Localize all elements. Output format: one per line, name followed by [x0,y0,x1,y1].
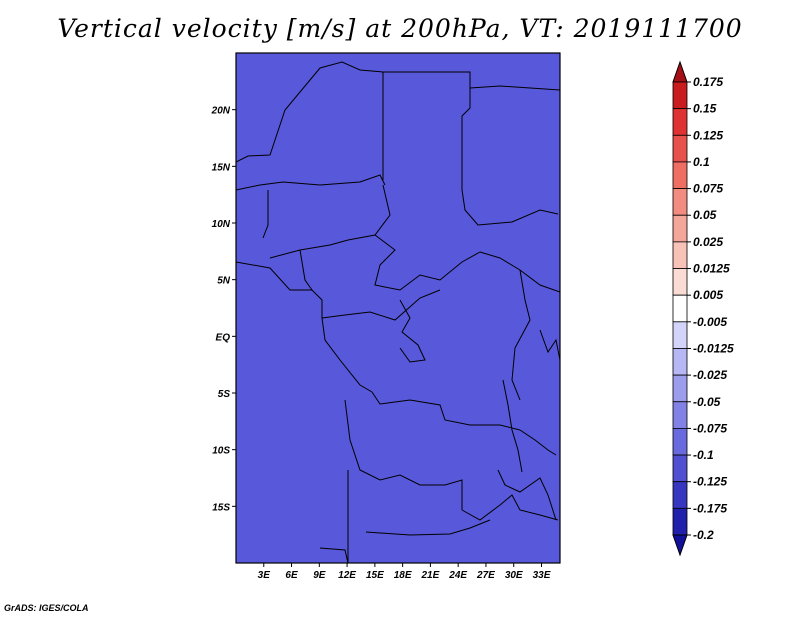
country-borders [236,61,560,563]
colorbar-bottom-arrow [672,534,688,557]
colorbar-label: -0.175 [693,501,727,515]
colorbar-segment [672,454,688,483]
colorbar-label: 0.175 [693,75,723,89]
colorbar-top-arrow [672,60,688,83]
lon-tick-label: 27E [476,570,495,581]
colorbar-label: -0.1 [693,448,714,462]
colorbar-label: 0.05 [693,208,717,222]
colorbar-segment [672,348,688,376]
colorbar-segment [672,268,688,296]
lon-axis: 3E 6E 9E 12E 15E 18E 21E 24E 27E 30E 33E [258,563,551,581]
lon-tick-label: 9E [313,570,326,581]
colorbar-label: 0.125 [693,128,723,142]
lat-tick-label: 10S [212,446,230,457]
colorbar-label: -0.075 [693,421,727,435]
lon-tick-label: 12E [338,570,356,581]
colorbar-label: -0.2 [693,528,714,542]
lat-tick-label: 5S [218,389,231,400]
lat-axis: 20N 15N 10N 5N EQ 5S 10S 15S [211,106,236,513]
colorbar-label: 0.025 [693,235,723,249]
colorbar-label: -0.025 [693,368,727,382]
colorbar-segment [672,507,688,536]
colorbar-segment [672,481,688,509]
colorbar-label: 0.1 [693,155,710,169]
colorbar-segment [672,161,688,189]
lon-tick-label: 30E [505,570,523,581]
lat-tick-label: 5N [217,276,231,287]
lon-tick-label: 15E [366,570,384,581]
lon-tick-label: 6E [285,570,298,581]
lon-tick-label: 33E [533,570,551,581]
lat-tick-label: 15N [212,162,231,173]
colorbar-label: -0.125 [693,475,727,489]
colorbar-label: -0.005 [693,315,727,329]
map-frame [235,52,561,564]
colorbar-segment [672,321,688,349]
velocity-field [236,53,560,563]
colorbar-segment [672,134,688,163]
plot-title: Vertical velocity [m/s] at 200hPa, VT: 2… [57,14,743,43]
colorbar-label: -0.0125 [693,341,734,355]
lat-tick-label: 20N [211,106,231,117]
lon-tick-label: 21E [421,570,440,581]
colorbar-segment [672,188,688,216]
colorbar-label: -0.05 [693,395,721,409]
lat-tick-label: 15S [212,502,230,513]
colorbar-segment [672,81,688,110]
colorbar-label: 0.0125 [693,262,730,276]
lon-tick-label: 24E [448,570,467,581]
colorbar-label: 0.005 [693,288,723,302]
colorbar-segment [672,374,688,403]
colorbar-segment [672,294,688,323]
colorbar-label: 0.075 [693,182,723,196]
colorbar-segment [672,108,688,136]
footer-credit: GrADS: IGES/COLA [4,603,89,613]
colorbar-segment [672,241,688,269]
colorbar-label: 0.15 [693,102,717,116]
colorbar: 0.175 0.15 0.125 0.1 0.075 0.05 0.025 0.0125 0.0… [672,60,734,557]
colorbar-segment [672,401,688,429]
lon-tick-label: 18E [394,570,412,581]
colorbar-segment [672,428,688,456]
lat-tick-label: 10N [212,219,231,230]
lon-tick-label: 3E [258,570,271,581]
colorbar-segment [672,214,688,243]
lat-tick-label: EQ [216,332,231,343]
